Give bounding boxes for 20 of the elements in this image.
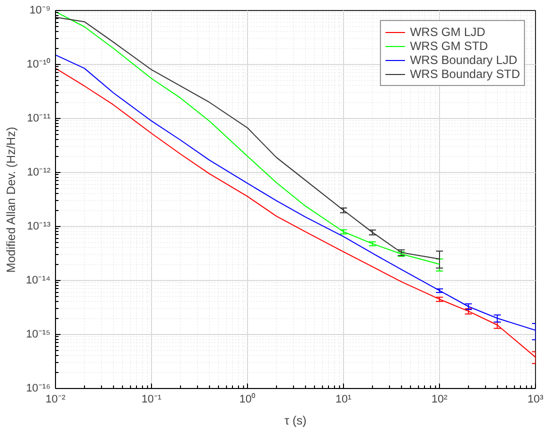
legend-label: WRS GM LJD — [410, 25, 486, 39]
x-tick-label: 10² — [432, 394, 448, 406]
y-tick-label: 10⁻¹⁶ — [26, 382, 51, 394]
x-axis-title: τ (s) — [284, 414, 307, 428]
y-tick-label: 10⁻¹⁵ — [26, 328, 51, 340]
x-tick-label: 10⁻¹ — [142, 394, 162, 406]
y-tick-label: 10⁻¹¹ — [26, 112, 51, 124]
x-tick-label: 10¹ — [336, 394, 352, 406]
x-tick-label: 10³ — [528, 394, 544, 406]
x-tick-label: 10⁻² — [46, 394, 66, 406]
y-tick-label: 10⁻¹⁴ — [26, 274, 51, 286]
y-axis-title: Modified Allan Dev. (Hz/Hz) — [4, 126, 18, 273]
legend-label: WRS Boundary LJD — [410, 53, 518, 67]
y-tick-label: 10⁻¹² — [26, 166, 51, 178]
y-tick-label: 10⁻¹³ — [26, 220, 51, 232]
legend-label: WRS GM STD — [410, 39, 488, 53]
legend-label: WRS Boundary STD — [410, 67, 520, 81]
y-tick-label: 10⁻⁹ — [30, 4, 51, 16]
x-tick-label: 10⁰ — [239, 392, 256, 406]
y-tick-label: 10⁻¹⁰ — [26, 58, 51, 70]
